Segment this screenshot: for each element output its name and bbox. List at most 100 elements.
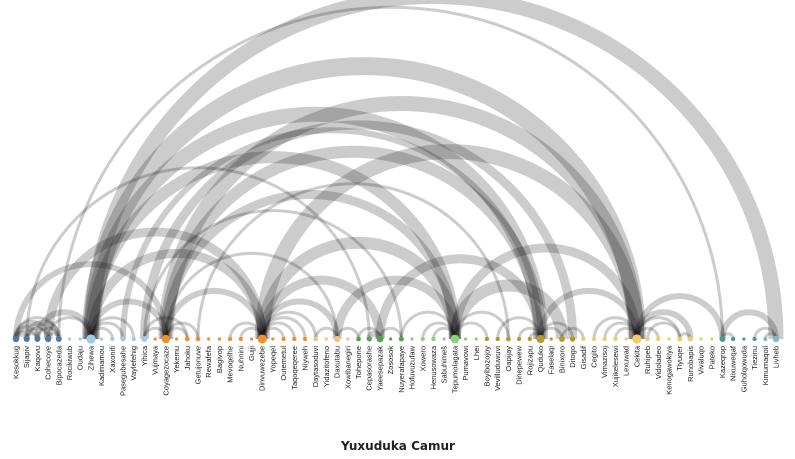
node-dot[interactable]: [591, 336, 597, 342]
node-dot[interactable]: [463, 337, 468, 341]
link-arc: [260, 321, 296, 340]
node-dot[interactable]: [67, 337, 72, 341]
node-dot[interactable]: [442, 337, 446, 341]
node-dot[interactable]: [217, 337, 221, 341]
node-dot[interactable]: [484, 336, 490, 342]
node-dot[interactable]: [450, 334, 460, 344]
node-dot[interactable]: [398, 336, 404, 342]
node-dot[interactable]: [410, 337, 414, 341]
node-dot[interactable]: [710, 337, 714, 341]
link-arc: [161, 189, 460, 340]
node-dot[interactable]: [34, 336, 41, 342]
node-dot[interactable]: [431, 336, 436, 342]
node-dot[interactable]: [699, 337, 703, 341]
node-dot[interactable]: [153, 337, 157, 341]
node-label: Xaxonifi: [108, 346, 117, 373]
node-dot[interactable]: [656, 336, 661, 342]
node-dot[interactable]: [731, 336, 736, 342]
node-label: Kazeqrop: [718, 346, 727, 378]
node-label: Coyagezocaze: [161, 346, 170, 396]
node-dot[interactable]: [536, 334, 545, 344]
node-dot[interactable]: [772, 335, 780, 343]
node-dot[interactable]: [207, 337, 211, 341]
node-dot[interactable]: [558, 336, 565, 342]
node-dot[interactable]: [613, 336, 618, 342]
node-dot[interactable]: [752, 336, 757, 342]
node-dot[interactable]: [742, 337, 746, 341]
node-dot[interactable]: [131, 336, 136, 342]
node-dot[interactable]: [346, 337, 350, 341]
node-dot[interactable]: [763, 336, 768, 342]
link-arc: [23, 319, 62, 340]
node-dot[interactable]: [238, 336, 243, 342]
node-dot[interactable]: [324, 337, 329, 341]
node-dot[interactable]: [356, 336, 361, 342]
node-dot[interactable]: [227, 336, 233, 342]
node-dot[interactable]: [569, 336, 576, 342]
link-arc: [633, 293, 726, 340]
node-dot[interactable]: [12, 335, 20, 343]
node-dot[interactable]: [516, 336, 522, 342]
node-dot[interactable]: [389, 337, 393, 341]
link-arc: [34, 309, 94, 340]
node-dot[interactable]: [719, 336, 726, 342]
node-label: Niyweh: [301, 346, 310, 371]
link-arc: [314, 326, 339, 340]
node-dot[interactable]: [292, 336, 297, 342]
link-arc: [164, 321, 200, 340]
node-dot[interactable]: [174, 337, 179, 341]
link-arc: [260, 316, 307, 340]
link-arc: [592, 316, 639, 340]
node-dot[interactable]: [527, 336, 532, 342]
link-arc: [86, 249, 267, 340]
node-label: Vivaluqo: [697, 346, 706, 375]
link-arc: [603, 321, 639, 340]
node-dot[interactable]: [667, 337, 671, 341]
node-dot[interactable]: [420, 336, 425, 342]
node-label: Yaeesepazak: [375, 346, 384, 391]
node-dot[interactable]: [141, 336, 148, 342]
node-label: Gujji: [247, 346, 256, 361]
node-label: Kenogawokiya: [664, 345, 673, 395]
link-arc: [450, 243, 642, 340]
node-dot[interactable]: [100, 337, 104, 341]
node-dot[interactable]: [281, 336, 286, 342]
node-label: Henusowaza: [429, 345, 438, 389]
node-dot[interactable]: [44, 335, 52, 343]
node-label: Runobapis: [686, 346, 695, 382]
node-dot[interactable]: [249, 337, 254, 341]
node-dot[interactable]: [645, 336, 650, 342]
node-dot[interactable]: [161, 334, 171, 344]
node-dot[interactable]: [86, 334, 96, 344]
node-dot[interactable]: [78, 337, 82, 341]
node-dot[interactable]: [333, 335, 341, 343]
node-dot[interactable]: [549, 337, 553, 341]
link-arc: [14, 316, 61, 340]
node-dot[interactable]: [366, 336, 372, 342]
node-dot[interactable]: [602, 336, 607, 342]
node-dot[interactable]: [184, 336, 190, 342]
node-dot[interactable]: [110, 336, 115, 342]
link-arc: [46, 316, 93, 340]
node-dot[interactable]: [624, 337, 628, 341]
node-dot[interactable]: [302, 336, 308, 342]
node-label: Daytasoduvi: [311, 346, 320, 388]
node-dot[interactable]: [506, 336, 511, 342]
node-dot[interactable]: [257, 334, 267, 344]
node-dot[interactable]: [677, 336, 683, 342]
link-layer: [13, 0, 784, 340]
node-dot[interactable]: [313, 336, 319, 342]
node-dot[interactable]: [195, 336, 201, 342]
node-dot[interactable]: [376, 335, 384, 343]
node-dot[interactable]: [581, 336, 586, 342]
node-layer: [12, 334, 780, 344]
node-dot[interactable]: [55, 336, 62, 342]
node-label: Nuhnini: [236, 346, 245, 372]
node-dot[interactable]: [271, 337, 275, 341]
node-dot[interactable]: [23, 335, 30, 343]
node-dot[interactable]: [474, 337, 478, 341]
node-dot[interactable]: [632, 334, 642, 344]
node-dot[interactable]: [687, 336, 693, 342]
node-dot[interactable]: [120, 336, 126, 342]
node-dot[interactable]: [495, 336, 500, 342]
